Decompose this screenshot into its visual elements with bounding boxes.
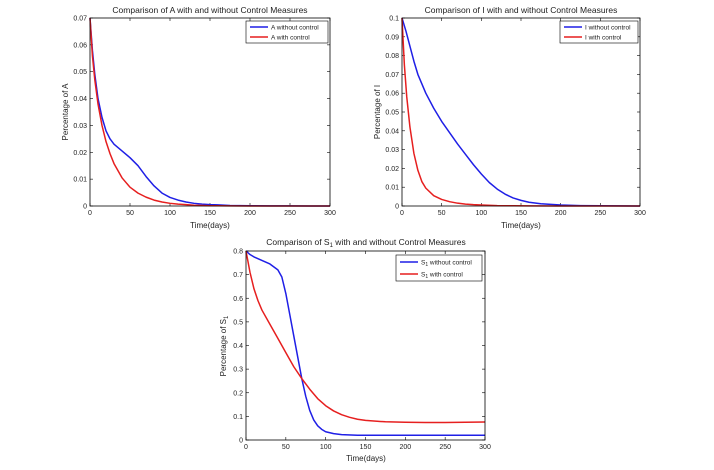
chart-title-suffix: with and without Control Measures — [333, 237, 466, 247]
y-tick-label: 0.08 — [385, 53, 399, 60]
y-tick-label: 0.06 — [385, 91, 399, 98]
legend-label-subscript: 1 — [425, 274, 428, 280]
legend-label-subscript: 1 — [425, 262, 428, 268]
y-axis-label-subscript: 1 — [224, 315, 230, 319]
y-axis-label: Percentage of S1 — [219, 315, 230, 376]
y-axis-label-prefix: Percentage of S — [219, 319, 228, 376]
y-tick-label: 0.3 — [233, 367, 243, 374]
x-tick-label: 50 — [126, 210, 134, 217]
y-tick-label: 0.01 — [73, 177, 87, 184]
x-axis-label: Time(days) — [346, 454, 386, 463]
legend-label-suffix: with control — [428, 272, 463, 279]
plot-area — [246, 251, 485, 440]
legend-label-prefix: S — [421, 260, 426, 267]
y-tick-label: 0.04 — [73, 96, 87, 103]
y-axis-label: Percentage of I — [373, 85, 382, 139]
y-tick-label: 0.05 — [73, 69, 87, 76]
x-axis-label: Time(days) — [190, 221, 230, 230]
y-tick-label: 0.05 — [385, 110, 399, 117]
plot-frame — [401, 17, 641, 207]
ticks-layer: 0 50 100 150 200 250 300 0 0.01 0.02 0.03 0.04 0.05 0… — [385, 16, 646, 218]
legend: A without control A with control — [245, 20, 329, 44]
y-tick-label: 0.4 — [233, 343, 243, 350]
y-tick-label: 0.09 — [385, 34, 399, 41]
legend-label-i-with-control: I with control — [585, 35, 622, 42]
chart-i: 0 50 100 150 200 250 300 0 0.01 0.02 0.03 0.04 0.05 0… — [373, 5, 646, 230]
chart-a: 0 50 100 150 200 250 300 0 0.01 0.02 0.03 0.04 0.05 0… — [61, 5, 336, 230]
chart-s1: 0 50 100 150 200 250 300 0 0.1 0.2 0.3 0.4 0.5 0.6 0.7… — [219, 237, 491, 463]
y-tick-label: 0.01 — [385, 185, 399, 192]
y-tick-label: 0.6 — [233, 296, 243, 303]
y-tick-label: 0.1 — [233, 414, 243, 421]
y-tick-label: 0.07 — [385, 72, 399, 79]
y-tick-label: 0.03 — [385, 147, 399, 154]
x-tick-label: 250 — [284, 210, 296, 217]
chart-title-subscript: 1 — [330, 243, 334, 249]
x-tick-label: 0 — [88, 210, 92, 217]
y-tick-label: 0.7 — [233, 272, 243, 279]
ticks-layer: 0 50 100 150 200 250 300 0 0.1 0.2 0.3 0.4 0.5 0.6 0.7… — [233, 249, 491, 452]
x-tick-label: 250 — [439, 444, 451, 451]
y-tick-label: 0.1 — [389, 16, 399, 23]
legend-label-a-with-control: A with control — [271, 35, 310, 42]
series-line-with-control — [245, 250, 486, 424]
y-tick-label: 0.2 — [233, 390, 243, 397]
x-tick-label: 0 — [244, 444, 248, 451]
y-tick-label: 0.02 — [73, 150, 87, 157]
y-tick-label: 0.06 — [73, 42, 87, 49]
x-axis-label: Time(days) — [501, 221, 541, 230]
y-tick-label: 0 — [239, 438, 243, 445]
legend-label-suffix: without control — [428, 260, 472, 267]
y-tick-label: 0 — [83, 204, 87, 211]
legend-label-i-without-control: I without control — [585, 25, 631, 32]
series-line-without-control — [401, 17, 641, 207]
plot-frame — [245, 250, 486, 441]
x-tick-label: 50 — [282, 444, 290, 451]
legend-label-prefix: S — [421, 272, 426, 279]
legend: I without control I with control — [559, 20, 639, 44]
plot-frame — [89, 17, 331, 207]
x-tick-label: 100 — [164, 210, 176, 217]
series-layer — [245, 250, 486, 437]
x-tick-label: 150 — [515, 210, 527, 217]
y-tick-label: 0.8 — [233, 249, 243, 256]
x-tick-label: 100 — [475, 210, 487, 217]
x-tick-label: 200 — [399, 444, 411, 451]
x-tick-label: 150 — [204, 210, 216, 217]
y-tick-label: 0.04 — [385, 128, 399, 135]
legend: S1 without control S1 with control — [395, 254, 483, 282]
series-line-without-control — [245, 250, 485, 437]
x-tick-label: 200 — [244, 210, 256, 217]
y-tick-label: 0 — [395, 204, 399, 211]
chart-title: Comparison of S1 with and without Contro… — [266, 237, 465, 249]
x-tick-label: 300 — [479, 444, 491, 451]
y-tick-label: 0.5 — [233, 319, 243, 326]
x-tick-label: 250 — [594, 210, 606, 217]
y-tick-label: 0.03 — [73, 123, 87, 130]
y-tick-label: 0.02 — [385, 166, 399, 173]
x-tick-label: 100 — [320, 444, 332, 451]
x-tick-label: 50 — [438, 210, 446, 217]
x-tick-label: 200 — [555, 210, 567, 217]
legend-box — [395, 254, 483, 282]
chart-title-prefix: Comparison of S — [266, 237, 330, 247]
legend-label-a-without-control: A without control — [271, 25, 319, 32]
plot-area — [90, 18, 330, 206]
y-tick-label: 0.07 — [73, 16, 87, 23]
y-axis-label: Percentage of A — [61, 83, 70, 141]
x-tick-label: 150 — [360, 444, 372, 451]
legend-label-s1-without-control: S1 without control — [421, 260, 472, 269]
legend-label-s1-with-control: S1 with control — [421, 272, 463, 281]
x-tick-label: 0 — [400, 210, 404, 217]
plot-area — [402, 18, 640, 206]
chart-title: Comparison of I with and without Control… — [425, 5, 618, 15]
chart-title: Comparison of A with and without Control… — [112, 5, 307, 15]
x-tick-label: 300 — [634, 210, 646, 217]
x-tick-label: 300 — [324, 210, 336, 217]
